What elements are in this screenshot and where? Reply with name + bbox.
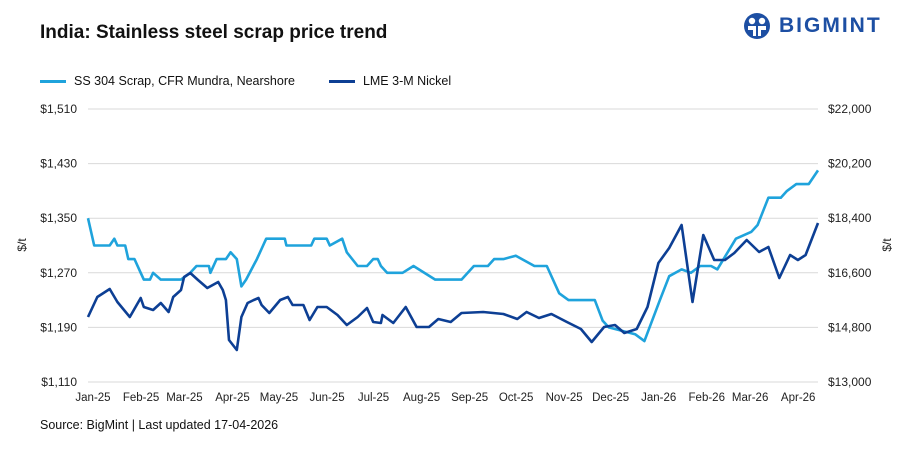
source-note: Source: BigMint | Last updated 17-04-202…	[40, 418, 279, 432]
y-left-tick-label: $1,270	[40, 266, 77, 280]
x-tick-label: Jul-25	[358, 392, 389, 404]
bigmint-logo: BIGMINT	[743, 12, 882, 40]
chart-title: India: Stainless steel scrap price trend	[40, 22, 388, 43]
legend-swatch-scrap	[40, 79, 66, 83]
x-tick-label: Mar-25	[166, 392, 202, 404]
y-left-tick-label: $1,350	[40, 211, 77, 225]
y-right-tick-label: $16,600	[828, 266, 872, 280]
y-left-tick-label: $1,110	[41, 375, 77, 389]
y-right-axis-label: $/t	[880, 238, 894, 252]
y-right-tick-label: $20,200	[828, 157, 872, 171]
legend: SS 304 Scrap, CFR Mundra, Nearshore LME …	[40, 74, 451, 88]
legend-item-scrap: SS 304 Scrap, CFR Mundra, Nearshore	[40, 74, 295, 88]
x-tick-label: Apr-25	[215, 392, 250, 404]
x-tick-label: Mar-26	[732, 392, 768, 404]
x-tick-label: Apr-26	[781, 392, 816, 404]
logo-text: BIGMINT	[779, 14, 882, 37]
y-left-tick-label: $1,190	[40, 320, 77, 334]
y-left-axis-label: $/t	[15, 238, 29, 252]
legend-item-nickel: LME 3-M Nickel	[328, 74, 452, 88]
x-tick-label: Feb-25	[123, 392, 159, 404]
series-line-scrap	[86, 169, 820, 343]
x-tick-label: Jan-25	[75, 392, 110, 404]
y-right-tick-label: $13,000	[828, 375, 872, 389]
x-tick-label: Dec-25	[592, 392, 629, 404]
x-tick-label: Feb-26	[689, 392, 725, 404]
x-tick-label: Jan-26	[641, 392, 676, 404]
y-left-tick-label: $1,510	[40, 102, 77, 116]
legend-label-scrap: SS 304 Scrap, CFR Mundra, Nearshore	[74, 74, 295, 88]
bigmint-logo-icon	[744, 13, 770, 39]
x-tick-label: Oct-25	[499, 392, 534, 404]
series-line-nickel	[86, 222, 820, 352]
x-tick-label: Nov-25	[546, 392, 583, 404]
legend-swatch-nickel	[328, 79, 355, 83]
y-right-tick-label: $18,400	[828, 211, 872, 225]
x-tick-label: Sep-25	[451, 392, 488, 404]
x-tick-label: Jun-25	[309, 392, 344, 404]
x-tick-label: May-25	[260, 392, 298, 404]
y-right-tick-label: $22,000	[828, 102, 872, 116]
y-left-tick-label: $1,430	[40, 157, 77, 171]
legend-label-nickel: LME 3-M Nickel	[362, 74, 452, 88]
x-tick-label: Aug-25	[403, 392, 440, 404]
y-right-tick-label: $14,800	[828, 320, 872, 334]
